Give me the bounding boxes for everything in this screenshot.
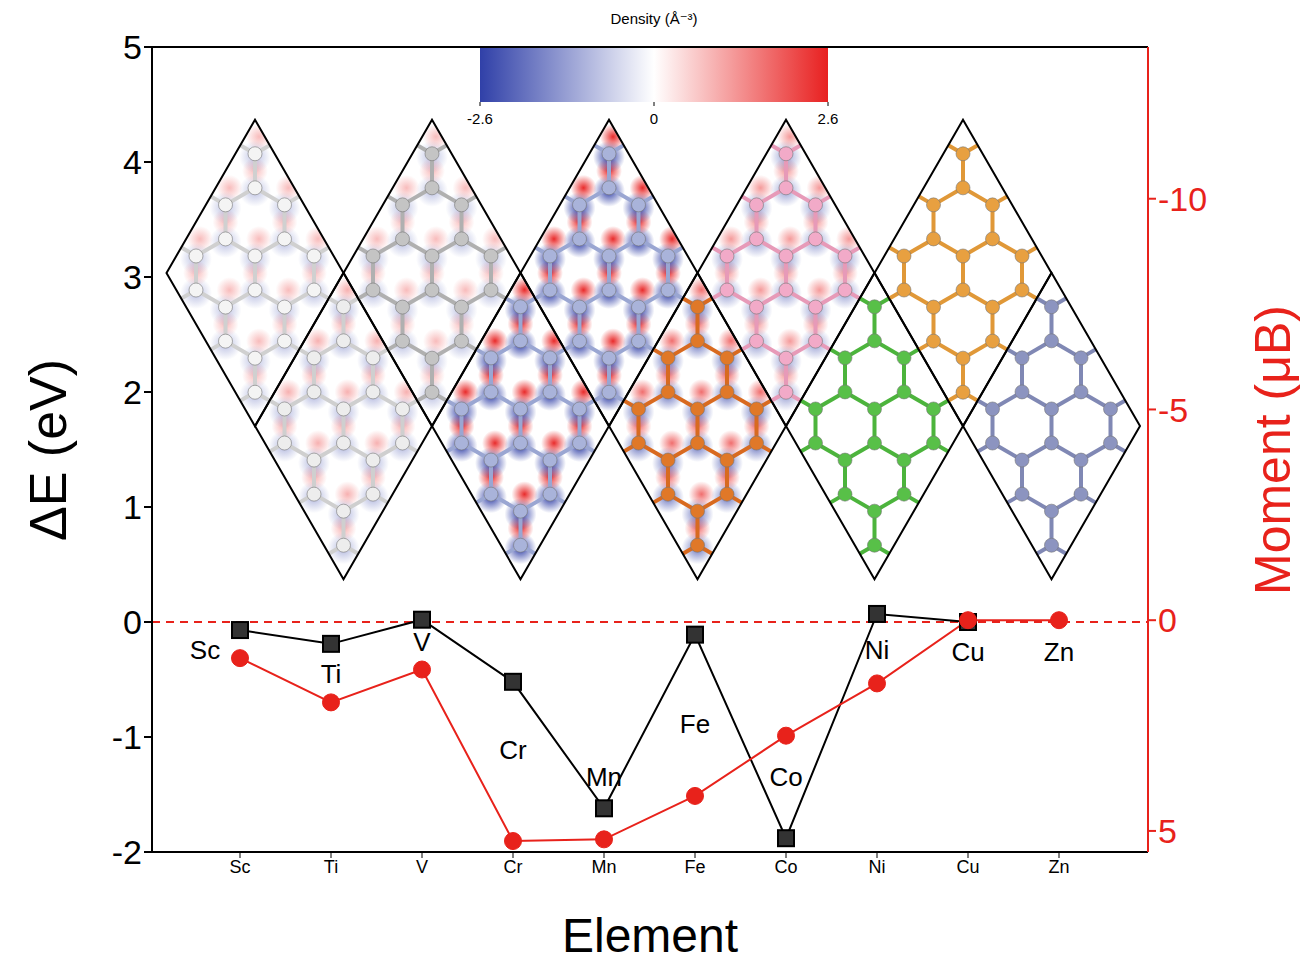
- svg-text:5: 5: [1158, 812, 1177, 850]
- svg-text:-2: -2: [112, 833, 142, 871]
- svg-text:5: 5: [123, 28, 142, 66]
- svg-text:Fe: Fe: [680, 709, 710, 739]
- svg-text:0: 0: [123, 603, 142, 641]
- svg-text:Zn: Zn: [1048, 857, 1069, 877]
- svg-text:1: 1: [123, 488, 142, 526]
- svg-text:-10: -10: [1158, 180, 1207, 218]
- svg-text:Element: Element: [562, 909, 738, 962]
- svg-text:Cr: Cr: [499, 735, 527, 765]
- svg-text:Cu: Cu: [951, 637, 984, 667]
- svg-text:4: 4: [123, 143, 142, 181]
- svg-text:Co: Co: [774, 857, 797, 877]
- svg-text:V: V: [413, 627, 431, 657]
- svg-text:Ni: Ni: [865, 635, 890, 665]
- svg-text:Ni: Ni: [869, 857, 886, 877]
- svg-text:Sc: Sc: [190, 635, 220, 665]
- svg-text:Fe: Fe: [684, 857, 705, 877]
- svg-text:Co: Co: [769, 762, 802, 792]
- svg-text:Cr: Cr: [504, 857, 523, 877]
- svg-text:V: V: [416, 857, 428, 877]
- svg-text:Mn: Mn: [586, 762, 622, 792]
- svg-text:-1: -1: [112, 718, 142, 756]
- svg-text:Mn: Mn: [591, 857, 616, 877]
- svg-text:Ti: Ti: [321, 659, 342, 689]
- svg-text:Zn: Zn: [1044, 637, 1074, 667]
- svg-text:Sc: Sc: [229, 857, 250, 877]
- svg-text:3: 3: [123, 258, 142, 296]
- svg-text:0: 0: [1158, 601, 1177, 639]
- svg-text:Moment (μB): Moment (μB): [1245, 305, 1301, 595]
- svg-text:-5: -5: [1158, 391, 1188, 429]
- svg-text:2: 2: [123, 373, 142, 411]
- svg-text:2.6: 2.6: [818, 110, 839, 127]
- svg-text:0: 0: [650, 110, 658, 127]
- svg-text:Cu: Cu: [956, 857, 979, 877]
- svg-text:Ti: Ti: [324, 857, 338, 877]
- svg-text:Density (Å⁻³): Density (Å⁻³): [610, 10, 697, 27]
- svg-text:ΔE (eV): ΔE (eV): [19, 359, 77, 541]
- svg-text:-2.6: -2.6: [467, 110, 493, 127]
